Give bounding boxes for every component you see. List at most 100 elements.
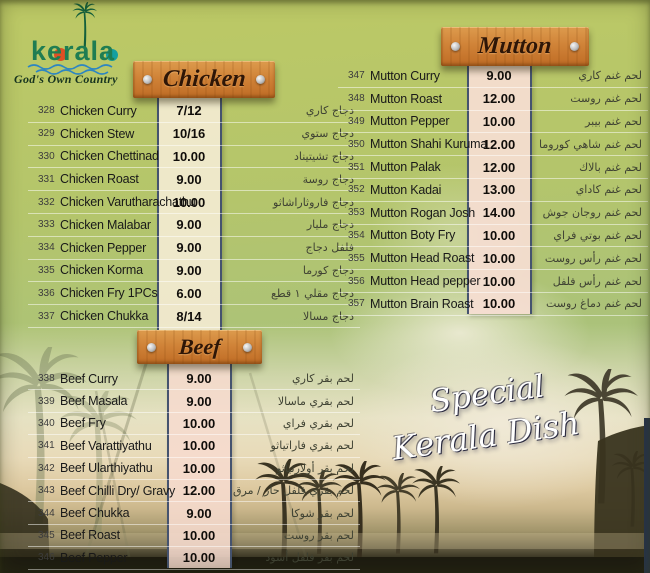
item-number: 353 — [348, 207, 365, 219]
kerala-logo: kerala God's Own Country — [14, 2, 134, 86]
item-name: Mutton Palak — [370, 160, 441, 175]
screw-icon — [256, 75, 265, 84]
item-number: 342 — [38, 462, 55, 474]
item-name-arabic: فلفل دجاج — [305, 241, 354, 255]
item-name: Chicken Roast — [60, 172, 139, 187]
menu-item-row: 354 Mutton Boty Fry 10.00 لحم غنم بوتي ف… — [338, 225, 648, 248]
price-column-strip — [167, 364, 232, 568]
item-number: 352 — [348, 184, 365, 196]
menu-item-row: 344 Beef Chukka 9.00 لحم بقر شوكا — [28, 502, 360, 525]
item-price: 9.00 — [176, 217, 202, 233]
item-number: 331 — [38, 173, 55, 185]
item-name-arabic: دجاج ستوي — [301, 127, 354, 141]
item-name-arabic: لحم بقر أولارثياثو — [276, 461, 354, 475]
chicken-section: 328 Chicken Curry 7/12 دجاج كاري 329 Chi… — [28, 98, 360, 330]
menu-item-row: 347 Mutton Curry 9.00 لحم غنم كاري — [338, 65, 648, 88]
item-price: 10.00 — [172, 194, 206, 210]
beef-sign: Beef — [137, 330, 262, 364]
item-price: 10.00 — [172, 148, 206, 164]
item-number: 343 — [38, 485, 55, 497]
waves-icon — [27, 64, 113, 75]
item-name: Mutton Boty Fry — [370, 228, 456, 243]
item-price: 8/14 — [176, 308, 202, 324]
item-name: Mutton Brain Roast — [370, 296, 474, 311]
item-number: 350 — [348, 138, 365, 150]
item-price: 12.00 — [482, 159, 516, 175]
brand-name: kerala — [30, 36, 116, 66]
item-name-arabic: لحم غنم روست — [570, 92, 642, 106]
item-price: 9.00 — [176, 262, 202, 278]
screw-icon — [570, 42, 579, 51]
section-title-beef: Beef — [177, 334, 222, 359]
palm-trees-silhouette — [0, 347, 650, 573]
item-number: 354 — [348, 229, 365, 241]
screw-icon — [451, 42, 460, 51]
item-name-arabic: لحم غنم بوتي فراي — [553, 228, 642, 242]
item-price: 9.00 — [186, 393, 212, 409]
menu-item-row: 352 Mutton Kadai 13.00 لحم غنم كاداي — [338, 179, 648, 202]
item-name: Mutton Shahi Kuruma — [370, 137, 488, 152]
item-name-arabic: لحم غنم رأس فلفل — [552, 274, 642, 288]
item-number: 335 — [38, 264, 55, 276]
item-name: Mutton Curry — [370, 68, 440, 83]
item-number: 332 — [38, 196, 55, 208]
menu-item-row: 337 Chicken Chukka 8/14 دجاج مسالا — [28, 305, 360, 328]
item-name: Mutton Kadai — [370, 182, 442, 197]
brand-tagline: God's Own Country — [14, 72, 118, 86]
item-price: 14.00 — [482, 205, 516, 221]
item-number: 333 — [38, 219, 55, 231]
section-title-mutton: Mutton — [477, 33, 553, 59]
item-name: Mutton Head Roast — [370, 251, 475, 266]
screw-icon — [147, 342, 156, 352]
item-number: 340 — [38, 417, 55, 429]
menu-item-row: 348 Mutton Roast 12.00 لحم غنم روست — [338, 88, 648, 111]
item-name-arabic: لحم بقري فاراتياثو — [270, 439, 354, 453]
menu-item-row: 336 Chicken Fry 1PCs 6.00 دجاج مقلي ١ قط… — [28, 282, 360, 306]
item-price: 9.00 — [176, 171, 202, 187]
item-name: Beef Ularthiyathu — [60, 461, 153, 476]
item-price: 10.00 — [482, 227, 516, 243]
item-name: Chicken Stew — [60, 126, 135, 141]
item-name-arabic: لحم بقري فلفل حار / مرق — [232, 484, 354, 498]
menu-item-row: 342 Beef Ularthiyathu 10.00 لحم بقر أولا… — [28, 458, 360, 480]
logo-orange-dot — [54, 48, 67, 61]
item-price: 10.00 — [482, 273, 516, 289]
item-price: 6.00 — [176, 285, 202, 301]
item-name-arabic: لحم غنم شاهي كوروما — [539, 137, 642, 151]
menu-item-row: 331 Chicken Roast 9.00 دجاج روسة — [28, 168, 360, 192]
item-number: 357 — [348, 298, 365, 310]
menu-item-row: 345 Beef Roast 10.00 لحم بقر روست — [28, 525, 360, 548]
item-number: 349 — [348, 115, 365, 127]
item-name-arabic: دجاج روسة — [302, 172, 354, 186]
price-column-strip — [157, 98, 222, 330]
menu-item-row: 332 Chicken Varutharachathu 10.00 دجاج ف… — [28, 191, 360, 214]
item-number: 338 — [38, 373, 55, 385]
menu-item-row: 333 Chicken Malabar 9.00 دجاج مليار — [28, 214, 360, 237]
menu-item-row: 341 Beef Varattiyathu 10.00 لحم بقري فار… — [28, 435, 360, 458]
item-number: 344 — [38, 507, 55, 519]
menu-item-row: 350 Mutton Shahi Kuruma 12.00 لحم غنم شا… — [338, 133, 648, 157]
item-number: 328 — [38, 105, 55, 117]
item-price: 10.00 — [482, 113, 516, 129]
item-name: Mutton Roast — [370, 91, 442, 106]
item-name: Beef Varattiyathu — [60, 438, 152, 453]
menu-item-row: 356 Mutton Head pepper 10.00 لحم غنم رأس… — [338, 270, 648, 293]
menu-item-row: 330 Chicken Chettinad 10.00 دجاج تشيتينا… — [28, 146, 360, 169]
item-name: Chicken Fry 1PCs — [60, 286, 158, 301]
item-name: Chicken Korma — [60, 263, 143, 278]
mutton-item-list: 347 Mutton Curry 9.00 لحم غنم كاري 348 M… — [338, 65, 648, 316]
menu-item-row: 328 Chicken Curry 7/12 دجاج كاري — [28, 100, 360, 123]
item-name-arabic: لحم بقر شوكا — [291, 506, 354, 520]
item-number: 339 — [38, 395, 55, 407]
logo-teal-dot — [106, 49, 118, 61]
item-name: Chicken Malabar — [60, 217, 151, 232]
item-name: Beef Chukka — [60, 506, 130, 521]
item-number: 346 — [38, 552, 55, 564]
item-number: 334 — [38, 242, 55, 254]
item-name-arabic: لحم غنم روجان جوش — [542, 206, 642, 220]
item-price: 10/16 — [172, 126, 206, 142]
beef-section: 338 Beef Curry 9.00 لحم بقر كاري 339 Bee… — [28, 364, 360, 570]
menu-item-row: 357 Mutton Brain Roast 10.00 لحم غنم دما… — [338, 293, 648, 316]
item-name-arabic: لحم غنم دماغ روست — [545, 297, 642, 311]
